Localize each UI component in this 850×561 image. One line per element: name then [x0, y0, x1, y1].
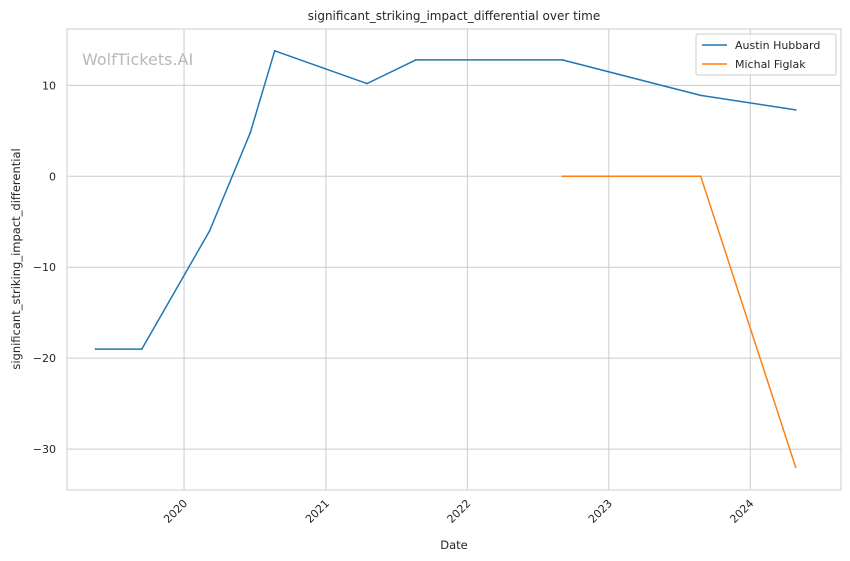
plot-area	[66, 28, 842, 491]
x-tick-label: 2024	[727, 497, 756, 526]
data-point-michal-figlak	[794, 466, 797, 469]
data-point-austin-hubbard	[414, 59, 417, 61]
y-tick-label: 10	[42, 79, 56, 92]
data-point-austin-hubbard	[366, 82, 368, 85]
data-point-austin-hubbard	[794, 109, 797, 111]
y-tick-label: −10	[33, 261, 56, 274]
legend-label-michal-figlak: Michal Figlak	[735, 58, 806, 71]
data-point-austin-hubbard	[699, 94, 702, 97]
series-line-austin-hubbard	[95, 50, 796, 350]
watermark: WolfTickets.AI	[82, 50, 193, 69]
legend-box	[695, 33, 837, 76]
y-tick-label: −20	[33, 352, 56, 365]
y-tick-label: −30	[33, 443, 56, 456]
x-tick-label: 2020	[161, 497, 190, 526]
legend-label-austin-hubbard: Austin Hubbard	[735, 39, 820, 52]
data-point-austin-hubbard	[208, 229, 211, 232]
data-point-michal-figlak	[561, 175, 564, 178]
data-point-austin-hubbard	[561, 59, 564, 61]
data-point-austin-hubbard	[140, 348, 143, 350]
data-point-austin-hubbard	[249, 131, 252, 134]
data-point-austin-hubbard	[94, 348, 97, 350]
y-tick-label: 0	[49, 170, 56, 183]
x-axis-title: Date	[440, 538, 468, 552]
x-tick-label: 2021	[303, 497, 332, 526]
legend: Austin Hubbard Michal Figlak	[695, 33, 837, 76]
grid	[67, 29, 841, 490]
data-point-michal-figlak	[699, 175, 702, 178]
y-axis-title: significant_striking_impact_differential	[9, 148, 23, 369]
chart-title: significant_striking_impact_differential…	[308, 9, 600, 23]
x-tick-label: 2022	[445, 497, 474, 526]
series-group	[94, 49, 797, 469]
data-point-austin-hubbard	[273, 49, 276, 52]
x-tick-label: 2023	[586, 497, 615, 526]
